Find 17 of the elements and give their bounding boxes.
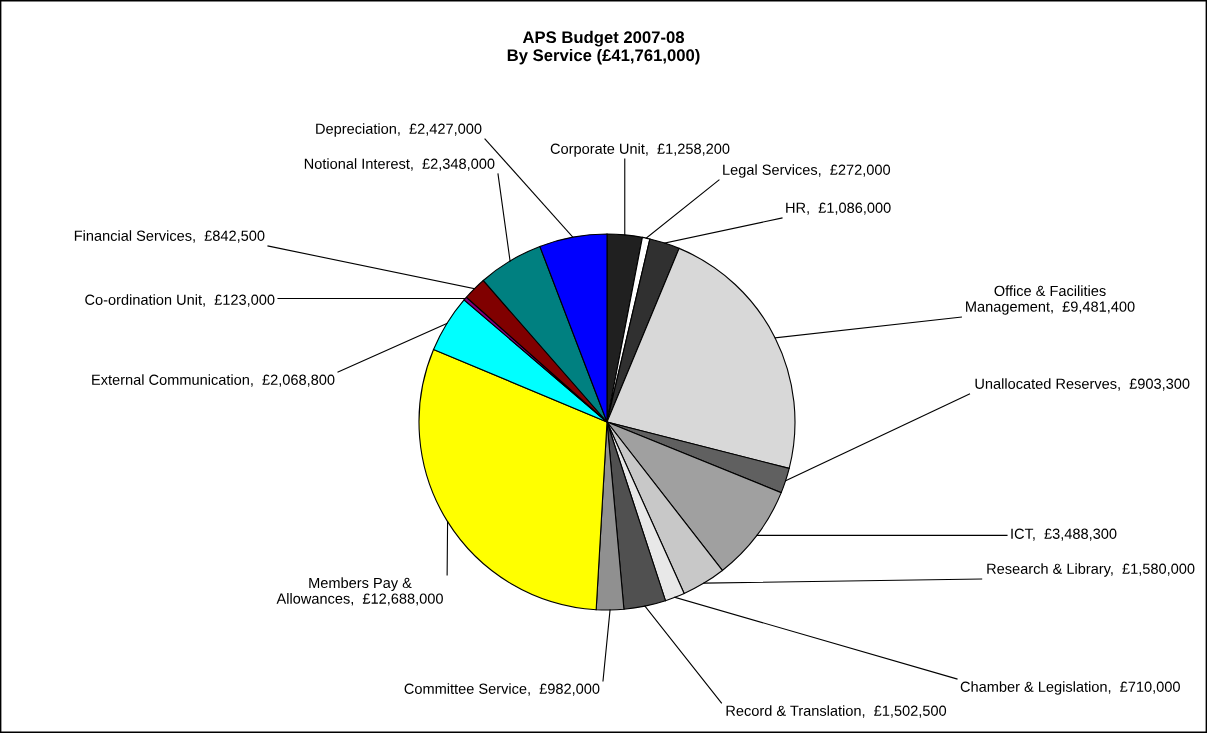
slice-label: Research & Library, £1,580,000 (987, 563, 1195, 577)
slice-label: Depreciation, £2,427,000 (316, 123, 482, 137)
slice-label: Members Pay & Allowances, £12,688,000 (276, 577, 443, 606)
slice-label: Committee Service, £982,000 (404, 683, 600, 696)
slice-label: Corporate Unit, £1,258,200 (550, 143, 730, 157)
slice-label: Record & Translation, £1,502,500 (726, 705, 947, 718)
slice-label: ICT, £3,488,300 (1011, 528, 1117, 541)
slice-label: Chamber & Legislation, £710,000 (960, 681, 1180, 695)
slice-label: External Communication, £2,068,800 (92, 374, 335, 387)
slice-label: Co-ordination Unit, £123,000 (85, 294, 275, 307)
chart-title: APS Budget 2007-08 By Service (£41,761,000) (507, 30, 700, 65)
slice-label: Financial Services, £842,500 (74, 230, 265, 243)
slice-label: Notional Interest, £2,348,000 (304, 158, 495, 171)
slice-label: Legal Services, £272,000 (723, 164, 891, 178)
slice-label: Office & Facilities Management, £9,481,400 (966, 285, 1135, 315)
slice-label: HR, £1,086,000 (786, 202, 891, 215)
slice-label: Unallocated Reserves, £903,300 (975, 378, 1190, 391)
